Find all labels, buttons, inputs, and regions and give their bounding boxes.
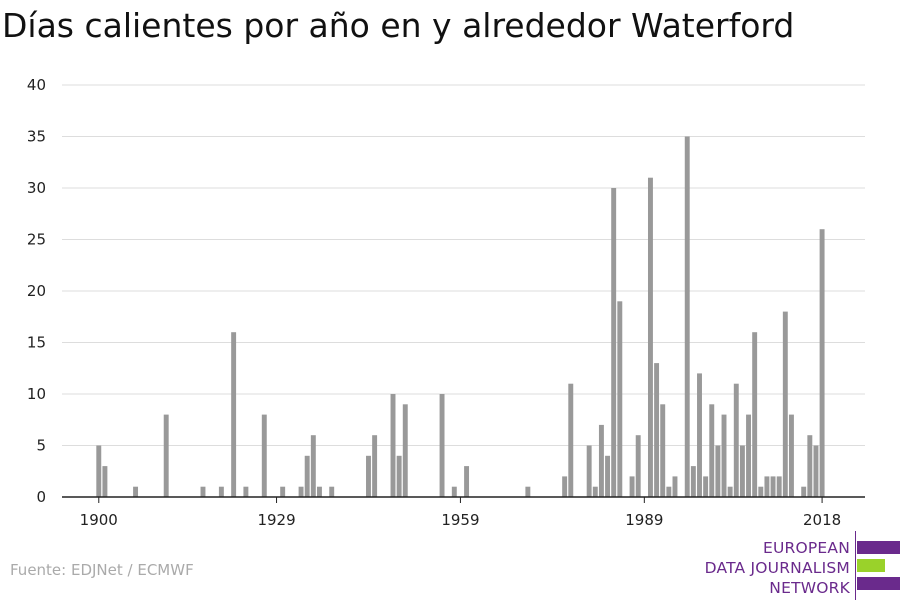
bar-1985[interactable] [617, 301, 623, 497]
bar-1917[interactable] [200, 486, 206, 497]
bar-1911[interactable] [163, 414, 169, 497]
bar-1988[interactable] [635, 435, 641, 497]
bar-1990[interactable] [647, 177, 653, 497]
bar-1922[interactable] [231, 332, 237, 497]
bar-2013[interactable] [788, 414, 794, 497]
bar-1980[interactable] [586, 445, 592, 498]
bar-1970[interactable] [525, 486, 531, 497]
bar-1958[interactable] [451, 486, 457, 497]
bar-1935[interactable] [310, 435, 316, 497]
bar-1994[interactable] [672, 476, 678, 497]
bar-2009[interactable] [764, 476, 770, 497]
bar-1933[interactable] [298, 486, 304, 497]
bar-1987[interactable] [629, 476, 635, 497]
bar-2004[interactable] [733, 383, 739, 497]
logo-bar-purple-top [857, 541, 900, 554]
bar-1977[interactable] [568, 383, 574, 497]
bar-1998[interactable] [697, 373, 702, 497]
bar-1997[interactable] [690, 466, 696, 497]
bar-2015[interactable] [801, 486, 807, 497]
bar-2003[interactable] [727, 486, 733, 497]
bar-2005[interactable] [739, 445, 745, 498]
y-tick-label: 15 [27, 334, 46, 352]
bar-1934[interactable] [304, 455, 310, 497]
x-tick-label: 1959 [441, 511, 479, 529]
bar-1950[interactable] [402, 404, 408, 497]
bar-2011[interactable] [776, 476, 782, 497]
x-tick-label: 1929 [257, 511, 295, 529]
bar-1992[interactable] [660, 404, 666, 497]
source-note: Fuente: EDJNet / ECMWF [10, 561, 194, 579]
bar-1960[interactable] [464, 466, 470, 497]
logo-text-network: NETWORK [769, 579, 850, 597]
y-tick-label: 10 [27, 385, 46, 403]
y-tick-label: 35 [27, 128, 46, 146]
y-tick-labels: 0 5 10 15 20 25 30 35 40 [27, 76, 46, 506]
gridlines [62, 84, 865, 446]
bar-1996[interactable] [684, 136, 690, 498]
bar-1976[interactable] [562, 476, 568, 497]
y-tick-label: 25 [27, 231, 46, 249]
bar-1901[interactable] [102, 466, 108, 497]
bar-2016[interactable] [807, 435, 813, 497]
logo-text-european: EUROPEAN [762, 539, 850, 557]
y-tick-label: 40 [27, 76, 46, 94]
bar-1999[interactable] [703, 476, 709, 497]
bar-1944[interactable] [366, 455, 371, 497]
bars [96, 136, 825, 498]
bar-2001[interactable] [715, 445, 721, 498]
x-tick-label: 2018 [803, 511, 841, 529]
bar-1991[interactable] [654, 363, 660, 497]
edjnet-logo[interactable]: EUROPEAN DATA JOURNALISM NETWORK [700, 531, 900, 600]
bar-1981[interactable] [592, 486, 598, 497]
bar-1949[interactable] [396, 455, 402, 497]
bar-1956[interactable] [439, 394, 445, 497]
bar-2007[interactable] [752, 332, 758, 497]
bar-2010[interactable] [770, 476, 776, 497]
bar-1983[interactable] [605, 455, 611, 497]
bar-1906[interactable] [133, 486, 139, 497]
x-tick-label: 1900 [80, 511, 118, 529]
bar-1900[interactable] [96, 445, 102, 498]
bar-1982[interactable] [598, 424, 604, 497]
bar-2017[interactable] [813, 445, 819, 498]
bar-1920[interactable] [218, 486, 224, 497]
bar-2006[interactable] [746, 414, 751, 497]
bar-2018[interactable] [819, 229, 825, 497]
y-tick-label: 5 [36, 437, 46, 455]
y-tick-label: 30 [27, 179, 46, 197]
x-tick-labels: 1900 1929 1959 1989 2018 [80, 497, 841, 529]
bar-2002[interactable] [721, 414, 727, 497]
y-tick-label: 20 [27, 282, 46, 300]
bar-1924[interactable] [243, 486, 249, 497]
bar-1948[interactable] [390, 394, 396, 497]
bar-1927[interactable] [261, 414, 267, 497]
bar-2012[interactable] [782, 311, 788, 497]
bar-2008[interactable] [758, 486, 764, 497]
bar-2000[interactable] [709, 404, 715, 497]
bar-1993[interactable] [666, 486, 672, 497]
logo-bar-green [857, 559, 885, 572]
x-tick-label: 1989 [625, 511, 663, 529]
logo-text-data-journalism: DATA JOURNALISM [704, 559, 850, 577]
bar-1930[interactable] [280, 486, 286, 497]
bar-1938[interactable] [329, 486, 335, 497]
chart-title: Días calientes por año en y alrededor Wa… [2, 6, 795, 45]
logo-divider [855, 531, 856, 600]
logo-bar-purple-bottom [857, 577, 900, 590]
y-tick-label: 0 [36, 488, 46, 506]
bar-1945[interactable] [372, 435, 378, 497]
bar-1984[interactable] [611, 188, 617, 497]
bar-1936[interactable] [316, 486, 322, 497]
